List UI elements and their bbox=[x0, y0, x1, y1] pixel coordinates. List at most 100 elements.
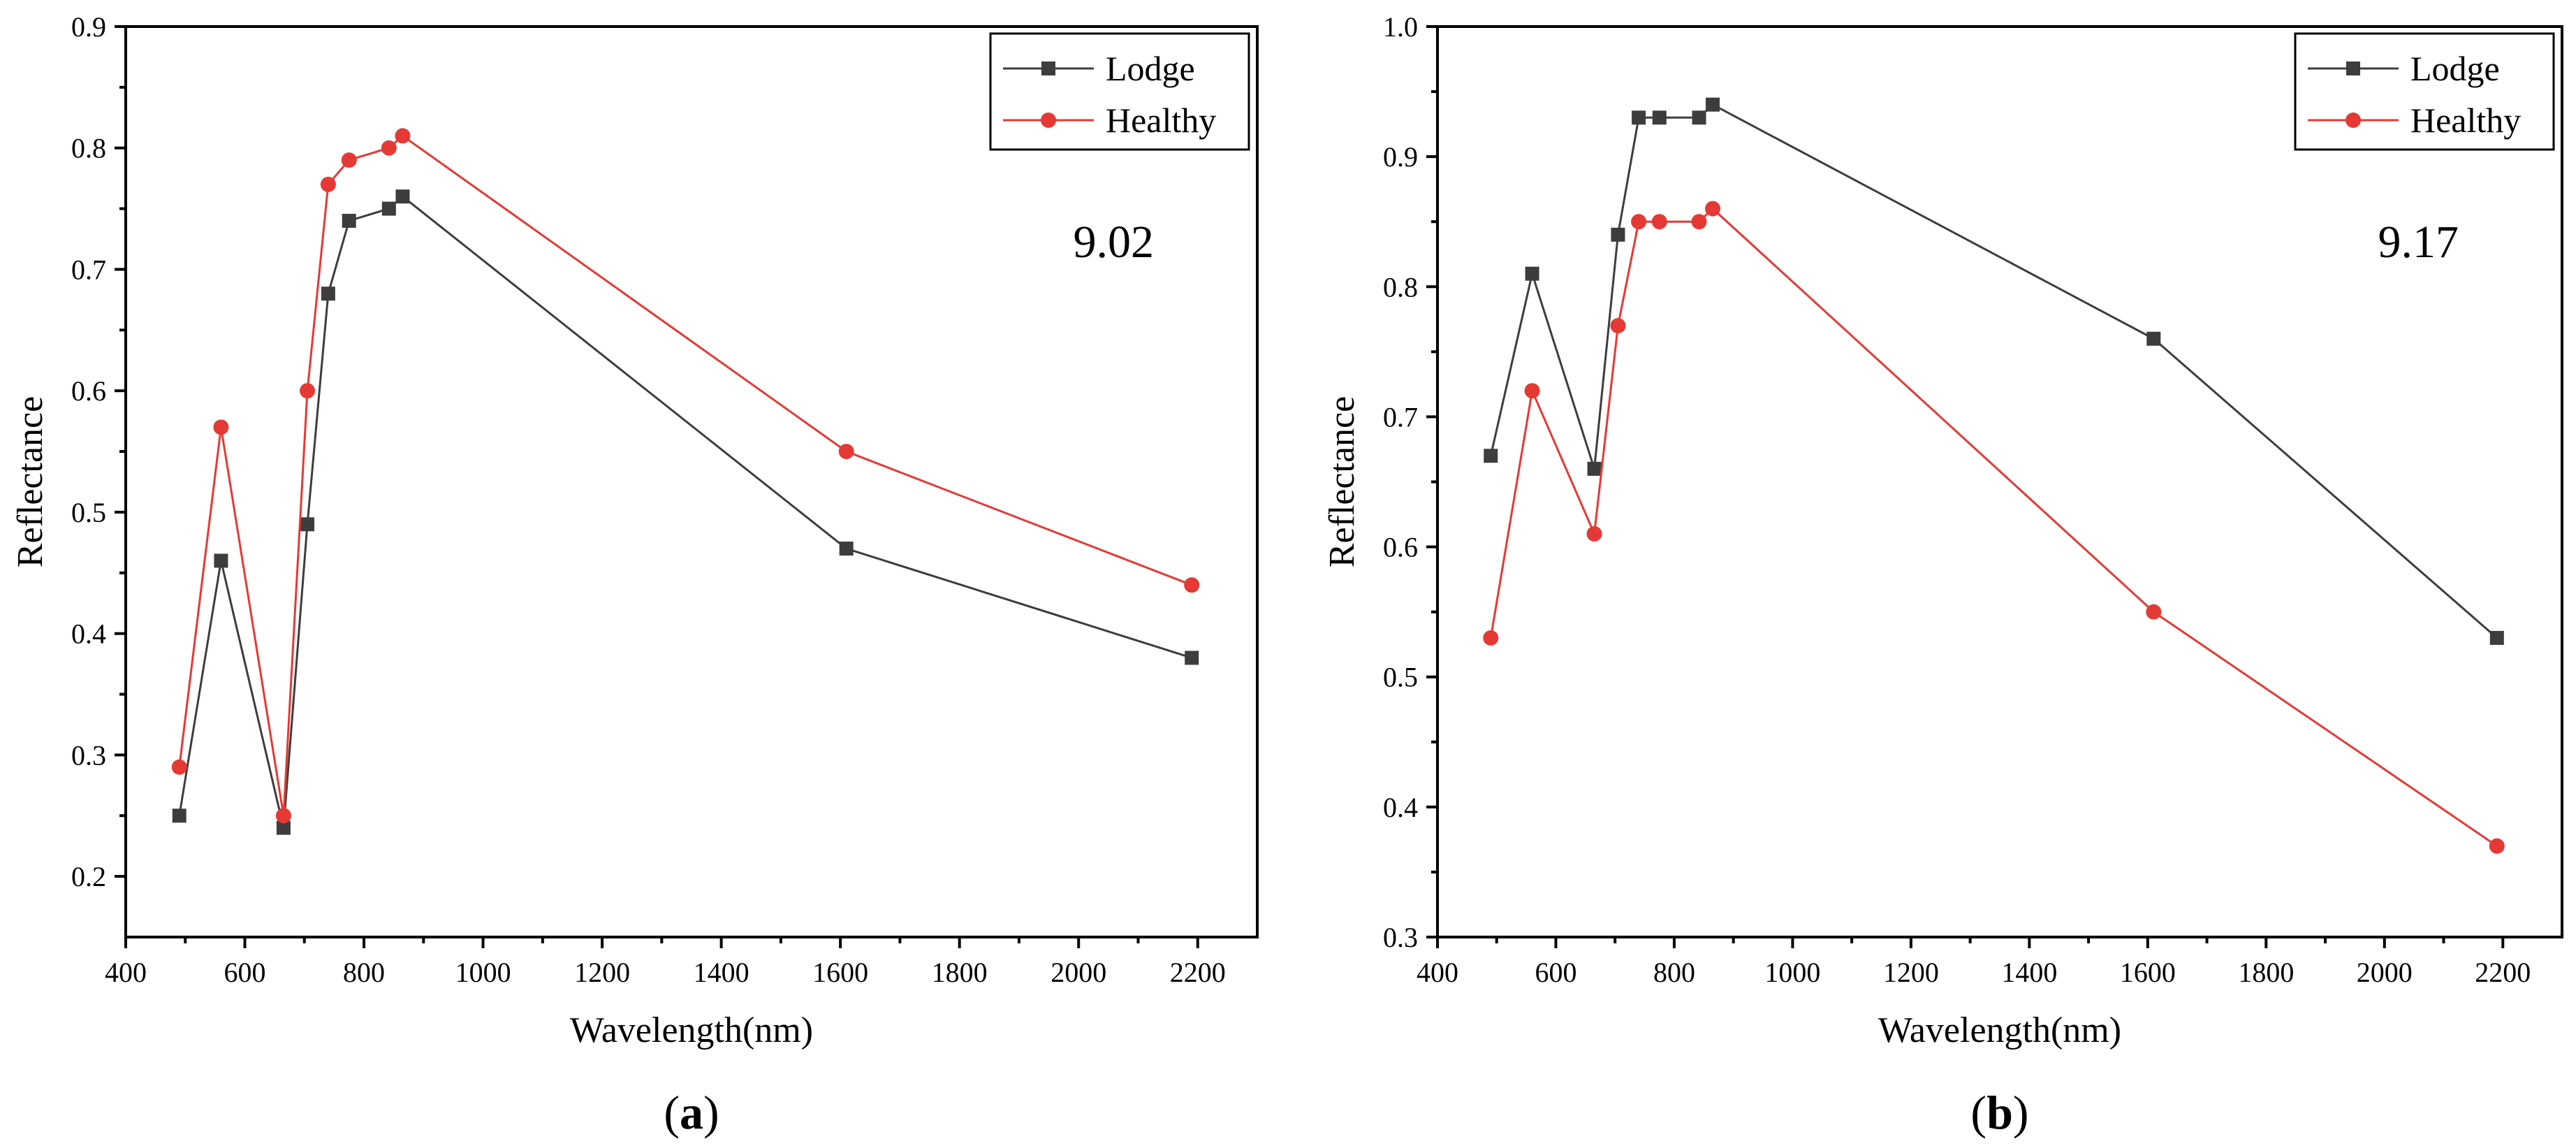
data-point-healthy bbox=[171, 759, 187, 775]
legend-marker-lodge bbox=[1041, 61, 1055, 75]
data-point-healthy bbox=[213, 419, 229, 435]
y-axis-title: Reflectance bbox=[10, 396, 50, 567]
data-point-healthy bbox=[395, 128, 411, 144]
series-healthy bbox=[171, 128, 1200, 824]
data-point-healthy bbox=[1705, 201, 1721, 217]
y-tick-label: 0.5 bbox=[1383, 662, 1418, 693]
x-axis-title: Wavelength(nm) bbox=[570, 1010, 813, 1050]
data-point-lodge bbox=[1706, 97, 1720, 112]
series-lodge bbox=[1484, 97, 2504, 645]
y-tick-label: 0.3 bbox=[1383, 922, 1418, 953]
x-tick-label: 2200 bbox=[2475, 957, 2531, 988]
x-tick-label: 2000 bbox=[1051, 957, 1106, 988]
data-point-healthy bbox=[1524, 383, 1540, 399]
x-tick-label: 1800 bbox=[2238, 957, 2294, 988]
x-tick-label: 400 bbox=[105, 957, 147, 988]
data-point-lodge bbox=[1652, 110, 1667, 125]
x-tick-label: 600 bbox=[224, 957, 266, 988]
x-tick-label: 2200 bbox=[1170, 957, 1226, 988]
y-tick-label: 0.4 bbox=[1383, 792, 1418, 823]
legend-marker-healthy bbox=[2346, 113, 2361, 128]
series-line-lodge bbox=[178, 195, 1192, 828]
legend-marker-healthy bbox=[1041, 113, 1056, 128]
y-tick-label: 0.2 bbox=[71, 861, 106, 892]
x-tick-label: 600 bbox=[1535, 957, 1576, 988]
y-tick-label: 0.9 bbox=[1383, 141, 1418, 173]
panel-label-open: ( bbox=[664, 1086, 680, 1139]
legend: Lodge Healthy bbox=[989, 32, 1250, 151]
panel-label: (a) bbox=[664, 1086, 719, 1139]
x-tick-label: 1000 bbox=[455, 957, 511, 988]
panel-label-open: ( bbox=[1970, 1086, 1986, 1139]
data-point-healthy bbox=[275, 808, 291, 824]
x-tick-label: 1400 bbox=[694, 957, 749, 988]
x-axis-title: Wavelength(nm) bbox=[1878, 1010, 2121, 1050]
data-point-healthy bbox=[381, 140, 397, 156]
y-tick-label: 0.7 bbox=[1383, 401, 1418, 433]
data-point-healthy bbox=[1610, 318, 1626, 334]
x-tick-label: 1800 bbox=[932, 957, 988, 988]
data-point-lodge bbox=[1484, 449, 1498, 463]
data-point-lodge bbox=[1525, 266, 1539, 281]
x-tick-label: 1000 bbox=[1764, 957, 1820, 988]
y-tick-label: 0.8 bbox=[71, 133, 106, 164]
series-line-healthy bbox=[1489, 207, 2498, 847]
data-point-lodge bbox=[395, 189, 410, 204]
y-axis-title: Reflectance bbox=[1322, 396, 1362, 567]
data-point-healthy bbox=[838, 444, 854, 460]
chart-panel-a: 400 600 800 1000 1200 1400 1600 1800 2000 2200 0.2… bbox=[10, 11, 1259, 1139]
y-tick-label: 0.8 bbox=[1383, 271, 1418, 303]
legend-label-lodge: Lodge bbox=[1106, 49, 1195, 88]
panel-label-letter: b bbox=[1986, 1086, 2013, 1139]
data-point-healthy bbox=[1184, 577, 1200, 593]
x-tick-label: 1600 bbox=[2120, 957, 2176, 988]
data-point-lodge bbox=[342, 213, 356, 228]
plot-frame bbox=[1436, 25, 2563, 938]
y-tick-label: 0.6 bbox=[1383, 532, 1418, 563]
data-point-lodge bbox=[214, 553, 228, 568]
data-point-lodge bbox=[321, 286, 335, 301]
data-point-lodge bbox=[172, 808, 186, 823]
data-point-lodge bbox=[1587, 461, 1602, 476]
data-point-lodge bbox=[1692, 110, 1706, 125]
panel-label-close: ) bbox=[2013, 1086, 2029, 1139]
y-tick-label: 0.9 bbox=[71, 11, 106, 43]
x-tick-label: 400 bbox=[1417, 957, 1458, 988]
x-tick-label: 1200 bbox=[1883, 957, 1939, 988]
data-point-lodge bbox=[276, 820, 291, 835]
y-tick-label: 0.5 bbox=[71, 497, 106, 528]
data-point-healthy bbox=[300, 383, 316, 399]
x-tick-label: 1200 bbox=[574, 957, 630, 988]
y-tick-label: 1.0 bbox=[1383, 11, 1418, 43]
data-point-healthy bbox=[1586, 525, 1602, 542]
data-point-healthy bbox=[320, 176, 336, 192]
x-tick-label: 800 bbox=[343, 957, 385, 988]
data-point-lodge bbox=[2489, 630, 2504, 645]
data-point-healthy bbox=[2146, 604, 2162, 620]
panel-label-letter: a bbox=[680, 1086, 703, 1139]
x-tick-label: 2000 bbox=[2357, 957, 2413, 988]
legend-label-healthy: Healthy bbox=[1106, 101, 1216, 140]
data-point-lodge bbox=[2146, 331, 2161, 346]
legend: Lodge Healthy bbox=[2294, 32, 2555, 151]
series-line-healthy bbox=[178, 134, 1192, 816]
data-point-lodge bbox=[839, 542, 854, 556]
chart-panel-b: 400 600 800 1000 1200 1400 1600 1800 2000 2200 0.3… bbox=[1322, 11, 2563, 1139]
data-point-lodge bbox=[1185, 651, 1199, 665]
legend-box bbox=[2294, 32, 2555, 151]
x-tick-label: 800 bbox=[1653, 957, 1695, 988]
annotation-value: 9.17 bbox=[2378, 217, 2459, 268]
data-point-healthy bbox=[341, 152, 357, 168]
data-point-lodge bbox=[300, 517, 315, 532]
data-point-lodge bbox=[1611, 227, 1625, 242]
x-tick-label: 1400 bbox=[2001, 957, 2057, 988]
legend-marker-lodge bbox=[2346, 61, 2360, 75]
data-point-lodge bbox=[381, 201, 396, 216]
legend-label-lodge: Lodge bbox=[2410, 49, 2500, 88]
plot-frame bbox=[124, 25, 1259, 938]
y-tick-label: 0.4 bbox=[71, 618, 106, 650]
panel-label-close: ) bbox=[703, 1086, 719, 1139]
y-tick-label: 0.7 bbox=[71, 254, 106, 285]
data-point-healthy bbox=[1651, 214, 1667, 230]
